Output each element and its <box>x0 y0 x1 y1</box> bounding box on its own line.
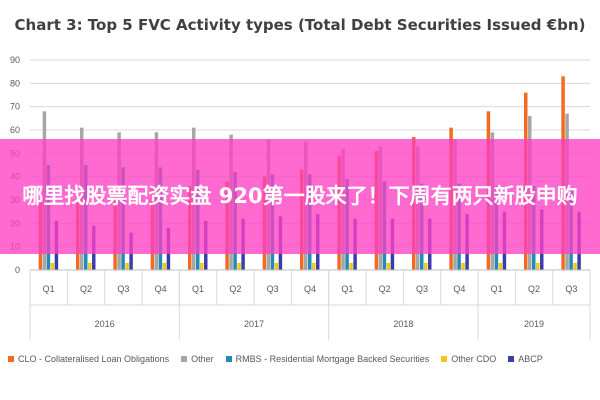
bar <box>424 263 428 270</box>
bar <box>536 263 540 270</box>
bar <box>50 263 55 270</box>
x-group-label: 2018 <box>393 319 413 329</box>
x-tick-label: Q1 <box>192 284 204 294</box>
x-group-label: 2019 <box>524 319 544 329</box>
legend-label: RMBS - Residential Mortgage Backed Secur… <box>235 354 430 364</box>
x-group-label: 2017 <box>244 319 264 329</box>
bar <box>125 263 129 270</box>
bar <box>349 263 353 270</box>
legend-item: Other <box>181 354 214 364</box>
x-tick-label: Q2 <box>528 284 540 294</box>
bar <box>162 263 167 270</box>
x-tick-label: Q3 <box>117 284 129 294</box>
x-tick-label: Q3 <box>416 284 428 294</box>
ad-banner-text[interactable]: 哪里找股票配资实盘 920第一股来了！下周有两只新股申购 <box>22 184 578 208</box>
chart-title: Chart 3: Top 5 FVC Activity types (Total… <box>14 16 586 34</box>
x-tick-label: Q4 <box>453 284 465 294</box>
y-tick-label: 90 <box>10 55 20 65</box>
x-tick-label: Q1 <box>43 284 55 294</box>
legend-item: CLO - Collateralised Loan Obligations <box>8 354 169 364</box>
legend-label: Other CDO <box>451 354 497 364</box>
legend-label: ABCP <box>518 354 543 364</box>
bar <box>237 263 241 270</box>
legend-label: Other <box>191 354 214 364</box>
x-tick-label: Q4 <box>155 284 167 294</box>
legend-swatch <box>8 356 14 362</box>
x-tick-label: Q3 <box>267 284 279 294</box>
x-tick-label: Q4 <box>304 284 316 294</box>
y-tick-label: 60 <box>10 125 20 135</box>
x-tick-label: Q2 <box>80 284 92 294</box>
legend-swatch <box>508 356 515 362</box>
legend-item: ABCP <box>508 354 543 364</box>
bar <box>573 263 577 270</box>
ad-banner[interactable]: 哪里找股票配资实盘 920第一股来了！下周有两只新股申购 <box>0 139 600 254</box>
legend-swatch <box>225 356 232 362</box>
legend-swatch <box>181 356 188 362</box>
legend-item: Other CDO <box>441 354 496 364</box>
y-tick-label: 80 <box>10 78 20 88</box>
x-tick-label: Q2 <box>379 284 391 294</box>
y-tick-label: 70 <box>10 102 20 112</box>
x-axis: Q1 Q2 Q3 Q4 Q1 Q2 Q3 Q4 Q1 Q2 Q3 Q4 Q1 Q2 Q3 2016 2017 20… <box>29 269 591 340</box>
legend: CLO - Collateralised Loan Obligations Oth… <box>8 351 598 367</box>
bar <box>312 263 316 270</box>
bar <box>498 263 503 270</box>
bar <box>274 263 279 270</box>
legend-label: CLO - Collateralised Loan Obligations <box>18 354 170 364</box>
bar <box>200 263 204 270</box>
bar <box>88 263 92 270</box>
x-tick-label: Q1 <box>341 284 353 294</box>
y-tick-label: 0 <box>15 265 20 275</box>
x-tick-label: Q1 <box>491 284 503 294</box>
bar <box>461 263 465 270</box>
legend-swatch <box>441 356 448 362</box>
legend-item: RMBS - Residential Mortgage Backed Secur… <box>225 354 430 364</box>
x-tick-label: Q3 <box>565 284 577 294</box>
x-group-label: 2016 <box>95 319 115 329</box>
bar <box>386 263 391 270</box>
x-tick-label: Q2 <box>229 284 241 294</box>
